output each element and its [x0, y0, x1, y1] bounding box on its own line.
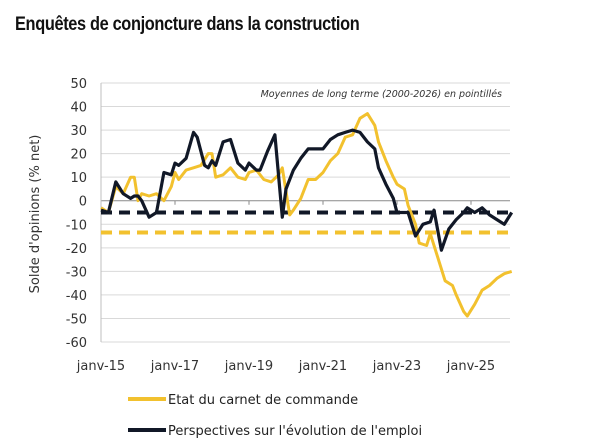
- y-tick-label: 50: [70, 77, 87, 92]
- legend-label-carnet: Etat du carnet de commande: [168, 393, 358, 408]
- y-tick-label: -10: [66, 218, 87, 233]
- y-axis-ticks: 50 40 30 20 10 0 -10 -20 -30 -40 -50 -60: [66, 77, 87, 351]
- y-tick-label: -30: [66, 265, 87, 280]
- series-lines: [100, 112, 514, 318]
- reference-lines: [101, 210, 510, 235]
- y-tick-label: 20: [70, 148, 87, 163]
- legend-label-emploi: Perspectives sur l'évolution de l'emploi: [168, 424, 422, 439]
- x-tick-label: janv-25: [446, 359, 495, 374]
- y-tick-label: 30: [70, 124, 87, 139]
- annotation-note: Moyennes de long terme (2000-2026) en po…: [261, 89, 502, 100]
- series-line-carnet: [100, 112, 513, 318]
- y-tick-label: -50: [66, 312, 87, 327]
- annotation-bg: [258, 84, 508, 102]
- x-tick-label: janv-23: [372, 359, 421, 374]
- y-tick-label: -20: [66, 242, 87, 257]
- legend: Etat du carnet de commande Perspectives …: [128, 393, 422, 439]
- x-tick-label: janv-21: [298, 359, 347, 374]
- y-axis-label: Solde d'opinions (% net): [28, 135, 43, 294]
- y-tick-label: -60: [66, 336, 87, 351]
- x-tick-label: janv-15: [76, 359, 125, 374]
- y-tick-label: -40: [66, 289, 87, 304]
- x-axis-ticks: janv-15 janv-17 janv-19 janv-21 janv-23 janv-…: [76, 200, 495, 374]
- series-line-emploi: [100, 128, 514, 252]
- y-tick-label: 0: [79, 195, 87, 210]
- chart-title: Enquêtes de conjoncture dans la construc…: [15, 14, 360, 35]
- x-tick-label: janv-17: [150, 359, 199, 374]
- x-tick-label: janv-19: [224, 359, 273, 374]
- y-tick-label: 10: [70, 171, 87, 186]
- y-tick-label: 40: [70, 101, 87, 116]
